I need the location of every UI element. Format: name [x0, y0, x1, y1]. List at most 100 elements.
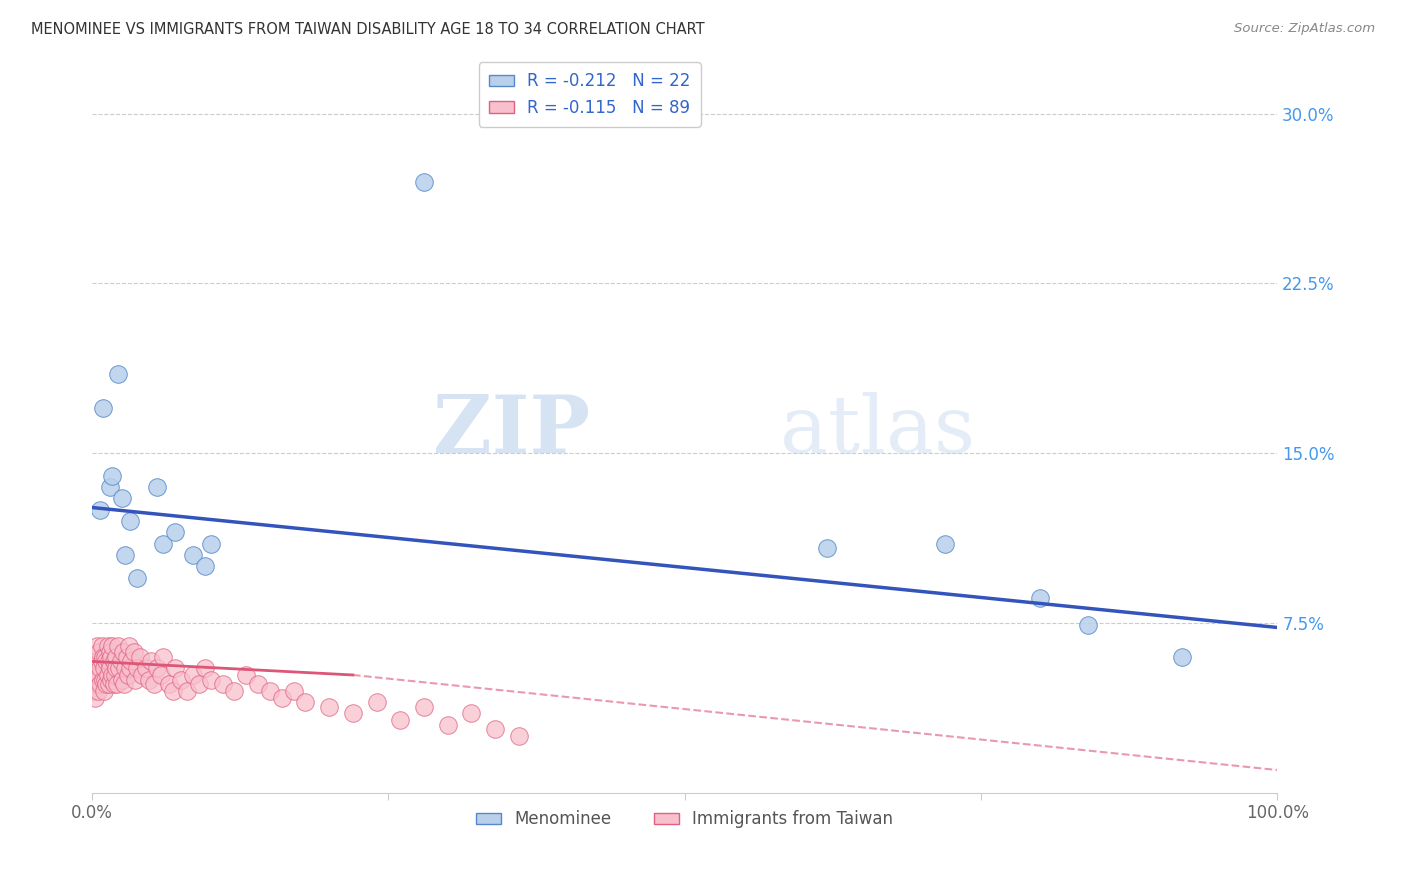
Point — [342, 706, 364, 721]
Point — [97, 639, 120, 653]
Point — [111, 673, 134, 687]
Point — [83, 690, 105, 705]
Point — [98, 645, 121, 659]
Point — [103, 677, 125, 691]
Point — [259, 683, 281, 698]
Point — [128, 649, 150, 664]
Point — [366, 695, 388, 709]
Point — [104, 649, 127, 664]
Point — [270, 690, 292, 705]
Point — [100, 649, 122, 664]
Point — [97, 677, 120, 691]
Point — [98, 661, 121, 675]
Point — [460, 706, 482, 721]
Point — [436, 718, 458, 732]
Point — [89, 668, 111, 682]
Point — [89, 645, 111, 659]
Point — [152, 537, 174, 551]
Point — [815, 541, 838, 556]
Point — [90, 654, 112, 668]
Point — [97, 654, 120, 668]
Point — [100, 673, 122, 687]
Point — [162, 683, 184, 698]
Point — [98, 480, 121, 494]
Point — [247, 677, 270, 691]
Point — [91, 649, 114, 664]
Point — [165, 525, 187, 540]
Point — [146, 661, 169, 675]
Point — [124, 673, 146, 687]
Point — [200, 673, 222, 687]
Point — [157, 677, 180, 691]
Point — [181, 668, 204, 682]
Point — [104, 661, 127, 675]
Point — [141, 654, 163, 668]
Point — [138, 673, 160, 687]
Point — [294, 695, 316, 709]
Text: Source: ZipAtlas.com: Source: ZipAtlas.com — [1234, 22, 1375, 36]
Point — [108, 661, 131, 675]
Point — [93, 683, 115, 698]
Point — [103, 654, 125, 668]
Point — [127, 661, 149, 675]
Point — [934, 537, 956, 551]
Point — [86, 673, 108, 687]
Point — [105, 677, 128, 691]
Point — [111, 491, 134, 506]
Point — [89, 503, 111, 517]
Point — [107, 639, 129, 653]
Point — [114, 661, 136, 675]
Point — [114, 548, 136, 562]
Point — [120, 654, 142, 668]
Point — [83, 661, 105, 675]
Point — [318, 699, 340, 714]
Point — [94, 673, 117, 687]
Point — [94, 649, 117, 664]
Point — [142, 677, 165, 691]
Point — [111, 645, 134, 659]
Point — [194, 661, 217, 675]
Point — [146, 480, 169, 494]
Point — [1077, 618, 1099, 632]
Text: MENOMINEE VS IMMIGRANTS FROM TAIWAN DISABILITY AGE 18 TO 34 CORRELATION CHART: MENOMINEE VS IMMIGRANTS FROM TAIWAN DISA… — [31, 22, 704, 37]
Point — [120, 514, 142, 528]
Point — [413, 699, 436, 714]
Point — [115, 649, 138, 664]
Text: ZIP: ZIP — [433, 392, 591, 469]
Point — [93, 661, 115, 675]
Point — [389, 713, 412, 727]
Point — [120, 661, 142, 675]
Point — [117, 668, 139, 682]
Point — [413, 175, 436, 189]
Point — [110, 654, 132, 668]
Point — [165, 661, 187, 675]
Point — [107, 367, 129, 381]
Point — [90, 639, 112, 653]
Point — [87, 683, 110, 698]
Point — [1171, 649, 1194, 664]
Point — [104, 668, 127, 682]
Point — [91, 673, 114, 687]
Point — [101, 668, 124, 682]
Point — [127, 571, 149, 585]
Point — [149, 668, 172, 682]
Point — [87, 654, 110, 668]
Point — [211, 677, 233, 691]
Point — [181, 548, 204, 562]
Point — [200, 537, 222, 551]
Point — [97, 668, 120, 682]
Point — [224, 683, 246, 698]
Point — [235, 668, 257, 682]
Point — [170, 673, 193, 687]
Point — [89, 677, 111, 691]
Point — [101, 468, 124, 483]
Point — [82, 683, 104, 698]
Point — [176, 683, 198, 698]
Point — [91, 401, 114, 415]
Point — [131, 668, 153, 682]
Point — [194, 559, 217, 574]
Text: atlas: atlas — [779, 392, 974, 469]
Point — [187, 677, 209, 691]
Point — [84, 677, 107, 691]
Point — [283, 683, 305, 698]
